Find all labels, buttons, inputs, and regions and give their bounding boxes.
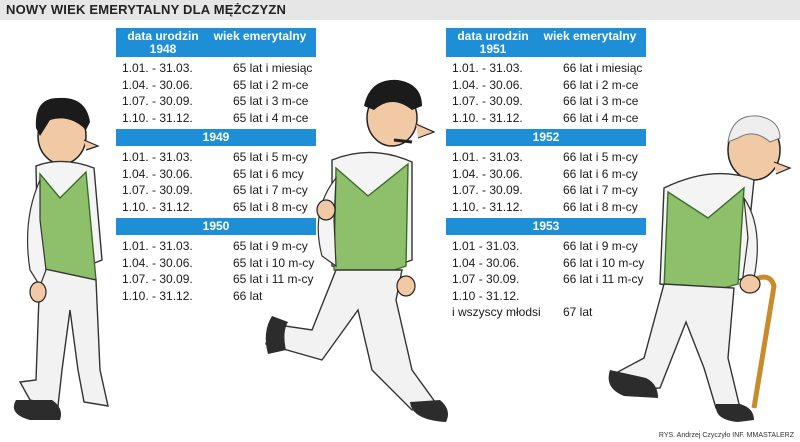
table-row: 1.04 - 30.06. 66 lat i 10 m-cy [452, 255, 645, 270]
rows-1953: 1.01 - 31.03. 66 lat i 9 m-cy 1.04 - 30.0… [446, 235, 646, 324]
table-row: 1.01. - 31.03. 65 lat i 9 m-cy [122, 239, 308, 253]
table-row: 1.10. - 31.12. 66 lat i 4 m-ce [452, 110, 639, 125]
table-row: 1.07. - 30.09. 65 lat i 7 m-cy [122, 183, 308, 197]
table-header-1953: 1953 [446, 218, 646, 235]
table-row: 1.10. - 31.12. 65 lat i 8 m-cy [122, 199, 308, 214]
page-title: NOWY WIEK EMERYTALNY DLA MĘŻCZYZN [6, 2, 287, 17]
table-row: 1.07. - 30.09. 66 lat i 3 m-ce [452, 94, 639, 108]
header-birth-date: data urodzin [127, 29, 199, 43]
table-row: 1.04. - 30.06. 65 lat i 2 m-ce [122, 77, 309, 92]
table-row: 1.01. - 31.03. 65 lat i miesiąc [122, 61, 313, 75]
table-header-1950: 1950 [116, 218, 316, 235]
table-row: 1.04. - 30.06. 66 lat i 2 m-ce [452, 77, 639, 92]
table-row: 1.10 - 31.12. [452, 288, 520, 303]
retirement-table-left: data urodzin 1948 wiek emerytalny 1.01. … [116, 28, 316, 307]
title-bar: NOWY WIEK EMERYTALNY DLA MĘŻCZYZN [0, 0, 800, 20]
rows-1949: 1.01. - 31.03. 65 lat i 5 m-cy 1.04. - 30… [116, 146, 316, 218]
table-header-1948: data urodzin 1948 wiek emerytalny [116, 28, 316, 57]
table-header-1951: data urodzin 1951 wiek emerytalny [446, 28, 646, 57]
table-row: 1.07. - 30.09. 65 lat i 3 m-ce [122, 94, 309, 108]
table-row: 1.10. - 31.12. 65 lat i 4 m-ce [122, 110, 309, 125]
table-row: 1.10. - 31.12. 66 lat [122, 288, 263, 303]
rows-1948: 1.01. - 31.03. 65 lat i miesiąc 1.04. - 3… [116, 57, 316, 129]
table-row: 1.04. - 30.06. 65 lat i 6 mcy [122, 166, 304, 181]
middle-aged-man-running-illustration [265, 79, 448, 422]
rows-1952: 1.01. - 31.03. 66 lat i 5 m-cy 1.04. - 30… [446, 146, 646, 218]
table-row: 1.07 - 30.09. 66 lat i 11 m-cy [452, 272, 644, 286]
table-row: 1.01. - 31.03. 66 lat i 5 m-cy [452, 150, 638, 164]
retirement-table-right: data urodzin 1951 wiek emerytalny 1.01. … [446, 28, 646, 324]
rows-1951: 1.01. - 31.03. 66 lat i miesiąc 1.04. - 3… [446, 57, 646, 129]
header-birth-date: data urodzin [457, 29, 529, 43]
table-row: 1.07. - 30.09. 65 lat i 11 m-cy [122, 272, 314, 286]
header-retirement-age: wiek emerytalny [213, 29, 307, 43]
table-row: 1.04. - 30.06. 66 lat i 6 m-cy [452, 166, 638, 181]
table-row: 1.10. - 31.12. 66 lat i 8 m-cy [452, 199, 638, 214]
table-row: 1.01 - 31.03. 66 lat i 9 m-cy [452, 239, 638, 253]
header-year-1951: 1951 [479, 42, 507, 56]
table-header-1952: 1952 [446, 129, 646, 146]
header-year-1948: 1948 [149, 42, 177, 56]
illustration-credit: RYS. Andrzej Czyczyło INF. MMASTALERZ [658, 432, 794, 439]
table-row: 1.07. - 30.09. 66 lat i 7 m-cy [452, 183, 638, 197]
elderly-man-with-cane-illustration [608, 115, 792, 422]
rows-1950: 1.01. - 31.03. 65 lat i 9 m-cy 1.04. - 30… [116, 235, 316, 307]
table-row: 1.04. - 30.06. 65 lat i 10 m-cy [122, 255, 315, 270]
table-row: 1.01. - 31.03. 65 lat i 5 m-cy [122, 150, 308, 164]
table-row: 1.01. - 31.03. 66 lat i miesiąc [452, 61, 643, 75]
table-header-1949: 1949 [116, 129, 316, 146]
header-retirement-age: wiek emerytalny [543, 29, 637, 43]
young-man-walking-illustration [13, 97, 109, 420]
table-row: i wszyscy młodsi 67 lat [452, 305, 593, 319]
